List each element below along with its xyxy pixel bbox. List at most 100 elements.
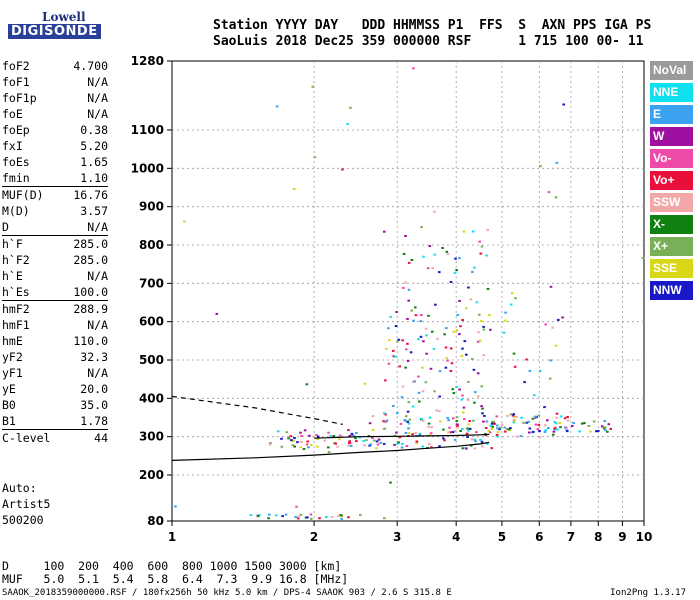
legend-item: X+	[650, 237, 693, 256]
param-row: yF2 32.3	[2, 349, 108, 365]
echo-pixel	[411, 405, 415, 408]
param-row: foF1p N/A	[2, 90, 108, 106]
echo-pixel	[337, 514, 340, 517]
echo-pixel	[544, 429, 547, 432]
echo-pixel	[496, 431, 500, 434]
echo-pixel	[562, 103, 565, 106]
legend-item: NoVal	[650, 61, 693, 80]
echo-pixel	[392, 349, 395, 352]
echo-pixel	[387, 362, 391, 365]
echo-pixel	[313, 156, 317, 159]
echo-pixel	[249, 514, 253, 517]
echo-pixel	[415, 442, 418, 445]
echo-pixel	[435, 409, 438, 412]
echo-pixel	[460, 398, 463, 401]
echo-pixel	[532, 430, 535, 433]
echo-pixel	[466, 398, 470, 401]
echo-pixel	[475, 301, 479, 304]
echo-pixel	[458, 257, 461, 260]
echo-pixel	[304, 516, 308, 519]
param-value: 5.20	[80, 139, 108, 153]
echo-pixel	[528, 431, 531, 434]
echo-pixel	[548, 377, 552, 380]
echo-pixel	[401, 385, 405, 388]
echo-pixel	[349, 442, 353, 445]
legend-item: E	[650, 105, 693, 124]
echo-pixel	[514, 297, 517, 300]
echo-pixel	[604, 426, 607, 429]
digisonde-logo: Lowell DIGISONDE	[4, 4, 101, 42]
echo-pixel	[507, 428, 511, 431]
echo-pixel	[519, 435, 523, 438]
echo-pixel	[452, 417, 455, 420]
echo-pixel	[554, 427, 557, 430]
echo-pixel	[287, 437, 290, 440]
header-values-row: SaoLuis 2018 Dec25 359 000000 RSF 1 715 …	[213, 34, 644, 49]
param-name: yF2	[2, 350, 23, 364]
echo-pixel	[371, 415, 375, 418]
echo-pixel	[486, 287, 490, 290]
echo-pixel	[396, 412, 399, 415]
echo-pixel	[449, 281, 453, 283]
echo-pixel	[462, 406, 466, 409]
echo-pixel	[352, 434, 356, 437]
echo-pixel	[496, 435, 499, 438]
echo-pixel	[447, 419, 450, 422]
echo-pixel	[513, 420, 516, 422]
echo-pixel	[546, 419, 549, 422]
echo-pixel	[421, 366, 424, 369]
echo-pixel	[412, 319, 415, 322]
echo-pixel	[400, 442, 404, 445]
echo-pixel	[555, 412, 559, 415]
echo-pixel	[422, 340, 425, 343]
param-row: fxI 5.20	[2, 138, 108, 154]
profile-trace	[171, 395, 343, 425]
echo-pixel	[379, 441, 382, 444]
echo-pixel	[309, 444, 313, 446]
echo-pixel	[406, 317, 409, 320]
echo-pixel	[428, 245, 432, 247]
echo-pixel	[439, 420, 442, 423]
echo-pixel	[407, 431, 411, 434]
echo-pixel	[503, 430, 507, 433]
echo-pixel	[414, 306, 417, 309]
echo-pixel	[349, 444, 353, 447]
echo-pixel	[300, 435, 303, 437]
echo-pixel	[469, 298, 473, 301]
echo-pixel	[443, 439, 446, 442]
echo-pixel	[441, 247, 444, 249]
echo-pixel	[509, 427, 512, 430]
echo-pixel	[596, 430, 600, 432]
echo-pixel	[406, 410, 410, 413]
echo-pixel	[316, 445, 319, 448]
echo-pixel	[556, 428, 559, 431]
y-tick-label: 400	[139, 391, 164, 405]
x-tick-label: 7	[567, 530, 575, 544]
echo-pixel	[452, 392, 456, 395]
echo-pixel	[499, 426, 502, 429]
param-row: hmE 110.0	[2, 333, 108, 349]
echo-pixel	[215, 312, 219, 315]
echo-pixel	[387, 327, 390, 330]
echo-pixel	[504, 311, 507, 314]
echo-pixel	[566, 430, 569, 433]
echo-pixel	[512, 421, 516, 424]
echo-pixel	[174, 505, 177, 508]
echo-pixel	[444, 366, 448, 369]
echo-pixel	[495, 415, 499, 418]
echo-pixel	[427, 422, 431, 425]
echo-pixel	[604, 429, 607, 432]
echo-pixel	[478, 339, 482, 342]
echo-pixel	[442, 437, 445, 440]
echo-pixel	[467, 380, 470, 383]
param-value: N/A	[87, 75, 108, 89]
param-name: MUF(D)	[2, 188, 44, 202]
echo-pixel	[268, 443, 272, 446]
x-tick-label: 1	[168, 530, 176, 544]
echo-pixel	[455, 416, 459, 419]
echo-pixel	[358, 436, 362, 439]
echo-pixel	[490, 422, 494, 425]
echo-pixel	[412, 380, 415, 383]
echo-pixel	[291, 444, 295, 447]
param-value: 32.3	[80, 350, 108, 364]
